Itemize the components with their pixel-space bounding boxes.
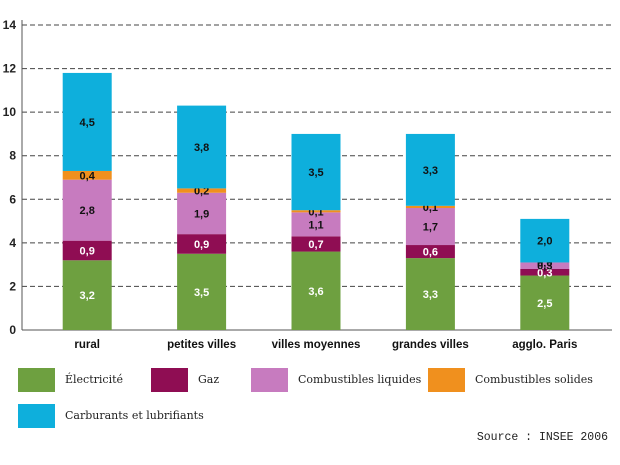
legend-swatch-electricite [18,368,55,392]
legend-swatch-carburants [18,404,55,428]
bar-segment [291,212,341,237]
legend-label-combustibles-liquides: Combustibles liquides [298,373,422,386]
x-category-label: rural [74,339,100,351]
bar-segment [520,275,570,330]
bar-segment [177,253,227,330]
bar-segment [520,269,570,276]
y-tick-label: 6 [9,192,16,206]
bar-segment [405,133,455,206]
x-category-label: villes moyennes [272,339,361,351]
legend-label-combustibles-solides: Combustibles solides [475,373,593,386]
data-label: 1,1 [308,219,323,231]
legend-label-gaz: Gaz [198,373,220,386]
data-label: 0,3 [537,261,552,273]
data-label: 0,3 [537,267,552,279]
data-label: 3,2 [80,290,95,302]
bar-segment [291,251,341,330]
data-label: 4,5 [80,117,95,129]
bar-segment [62,179,112,241]
data-label: 2,8 [80,205,95,217]
bar-segment [405,245,455,259]
legend-label-electricite: Électricité [65,373,124,386]
data-label: 3,6 [308,286,323,298]
data-label: 1,9 [194,208,209,220]
data-label: 0,9 [194,239,209,251]
bar-segment [520,218,570,263]
bar-segment [62,72,112,171]
bar-segment [177,105,227,189]
legend-swatch-combustibles-solides [428,368,465,392]
source-note: Source : INSEE 2006 [476,431,608,444]
data-label: 3,5 [308,167,323,179]
bar-segment [62,260,112,330]
y-tick-label: 8 [9,149,16,163]
bar-segment [291,210,341,213]
bar-segment [62,240,112,261]
legend-swatch-gaz [151,368,188,392]
bar-segment [177,192,227,235]
data-label: 0,4 [80,170,96,182]
x-category-label: agglo. Paris [512,339,577,351]
y-tick-label: 12 [3,62,17,76]
data-label: 0,6 [423,247,438,259]
stacked-bar-chart: 0 2 4 6 8 10 12 14 3,2 0,9 2,8 0,4 4,5 rural 3,5 0,9 1,9… [3,18,612,351]
y-tick-label: 2 [9,279,16,293]
bar-segment [177,188,227,193]
y-tick-label: 10 [3,105,17,119]
bar-segment [177,234,227,254]
data-label: 0,9 [80,245,95,257]
data-label: 0,7 [308,239,323,251]
data-label: 0,2 [194,186,209,198]
data-label: 3,8 [194,142,209,154]
data-label: 3,5 [194,287,209,299]
bar-segment [520,262,570,269]
bar-segment [405,205,455,208]
data-label: 3,3 [423,289,438,301]
x-category-label: grandes villes [392,339,469,351]
data-label: 3,3 [423,165,438,177]
data-label: 2,5 [537,298,552,310]
y-tick-label: 4 [9,236,16,250]
data-label: 2,0 [537,236,552,248]
bar-segment [291,236,341,252]
bar-segment [291,133,341,211]
y-tick-label: 0 [9,323,16,337]
legend-label-carburants: Carburants et lubrifiants [65,409,204,422]
y-tick-label: 14 [3,18,17,32]
bar-segment [405,208,455,246]
x-category-label: petites villes [167,339,236,351]
bar-segment [62,170,112,180]
data-label: 1,7 [423,222,438,234]
bar-segment [405,258,455,330]
legend-swatch-combustibles-liquides [251,368,288,392]
